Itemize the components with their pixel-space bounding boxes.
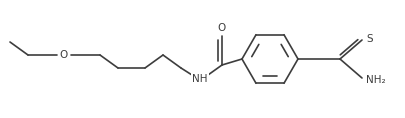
Text: O: O: [60, 50, 68, 60]
Text: NH₂: NH₂: [365, 75, 385, 85]
Text: NH: NH: [192, 74, 207, 84]
Text: O: O: [217, 23, 226, 33]
Text: S: S: [365, 34, 372, 44]
